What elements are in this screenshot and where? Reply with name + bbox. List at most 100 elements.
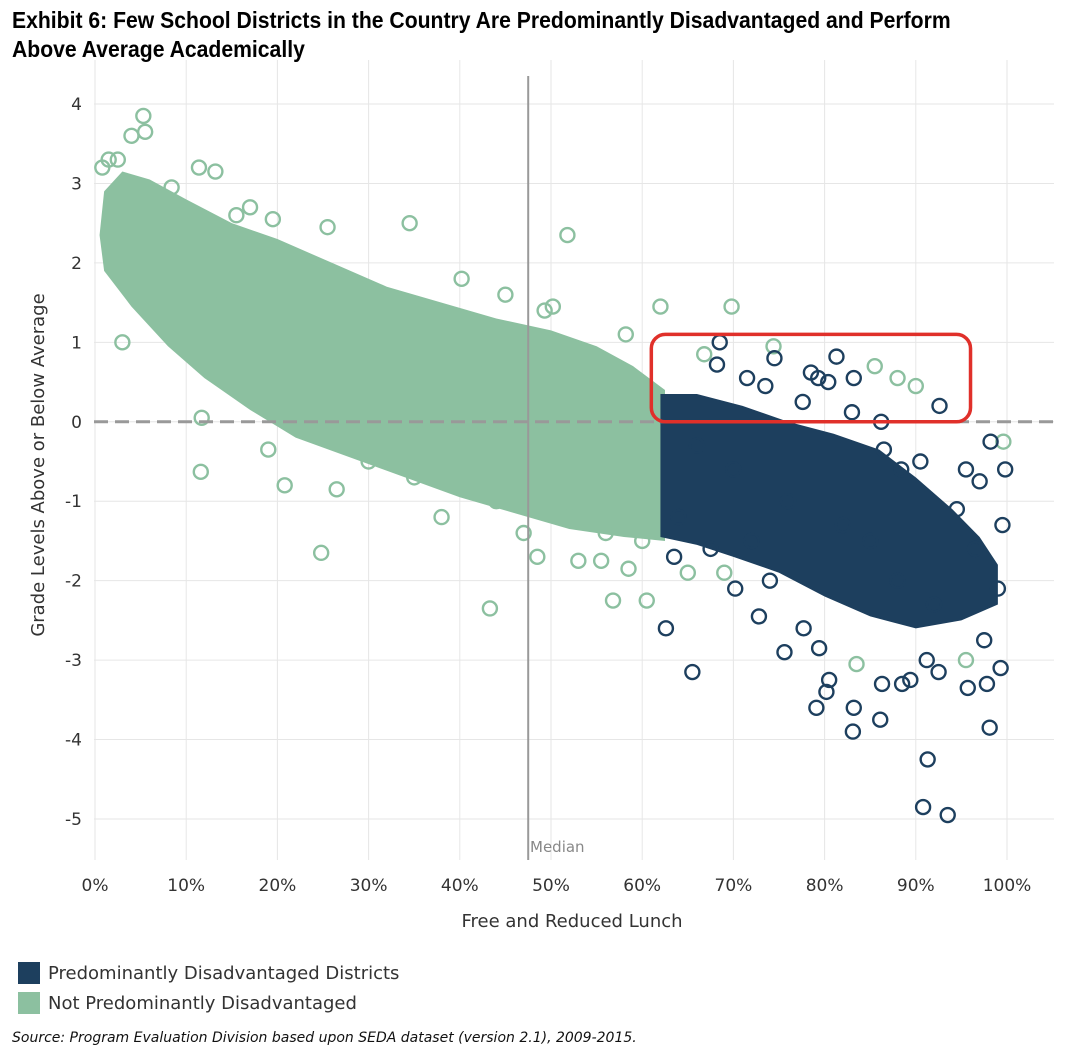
scatter-point-not-disadvantaged — [716, 564, 733, 581]
scatter-point-not-disadvantaged — [136, 123, 154, 141]
scatter-point-not-disadvantaged — [679, 564, 696, 581]
density-clouds — [99, 171, 998, 629]
scatter-point-disadvantaged — [893, 675, 911, 693]
scatter-point-disadvantaged — [828, 348, 845, 365]
scatter-point-not-disadvantaged — [638, 592, 655, 609]
scatter-point-not-disadvantaged — [570, 552, 587, 570]
disadvantaged-points — [657, 334, 1014, 824]
scatter-point-not-disadvantaged — [342, 310, 359, 327]
scatter-point-not-disadvantaged — [287, 270, 304, 287]
x-tick-label: 90% — [897, 876, 935, 896]
reference-lines — [94, 76, 1054, 860]
scatter-point-disadvantaged — [657, 620, 675, 637]
scatter-point-not-disadvantaged — [276, 477, 293, 494]
scatter-point-disadvantaged — [795, 620, 812, 637]
scatter-point-disadvantaged — [684, 663, 701, 681]
scatter-point-not-disadvantaged — [168, 238, 186, 256]
scatter-point-disadvantaged — [688, 437, 706, 454]
scatter-point-not-disadvantaged — [488, 493, 505, 510]
y-axis-label: Grade Levels Above or Below Average — [28, 293, 49, 636]
x-tick-label: 20% — [259, 876, 297, 896]
scatter-point-disadvantaged — [978, 675, 996, 693]
scatter-point-not-disadvantaged — [995, 433, 1012, 450]
scatter-point-not-disadvantaged — [264, 210, 282, 228]
legend-label-not-disadvantaged: Not Predominantly Disadvantaged — [48, 992, 357, 1014]
scatter-chart: 0% 10% 20% 30% 40% 50% 60% 70% 80% 90% 100% 4 3 2 1 0 -1… — [28, 60, 1054, 932]
scatter-point-not-disadvantaged — [406, 469, 423, 486]
scatter-point-disadvantaged — [844, 723, 862, 740]
scatter-point-disadvantaged — [976, 632, 993, 649]
scatter-point-not-disadvantaged — [592, 552, 610, 570]
scatter-point-disadvantaged — [918, 651, 935, 669]
scatter-point-not-disadvantaged — [193, 409, 210, 427]
y-tick-label: 3 — [71, 174, 82, 194]
scatter-point-not-disadvantaged — [228, 207, 245, 224]
scatter-point-not-disadvantaged — [433, 508, 450, 526]
scatter-point-disadvantaged — [820, 671, 838, 689]
scatter-point-disadvantaged — [992, 659, 1009, 677]
median-label: Median — [530, 838, 585, 856]
scatter-point-not-disadvantaged — [94, 159, 111, 176]
scatter-point-not-disadvantaged — [597, 524, 614, 542]
scatter-point-not-disadvantaged — [957, 651, 975, 669]
scatter-point-not-disadvantaged — [604, 592, 622, 609]
scatter-point-disadvantaged — [725, 461, 742, 478]
legend-swatch-disadvantaged — [18, 962, 40, 984]
scatter-point-disadvantaged — [912, 453, 929, 470]
legend-label-disadvantaged: Predominantly Disadvantaged Districts — [48, 962, 400, 984]
scatter-point-not-disadvantaged — [536, 302, 553, 319]
scatter-point-disadvantaged — [971, 473, 988, 490]
y-tick-label: 0 — [71, 413, 82, 433]
y-tick-label: -3 — [65, 651, 82, 671]
x-tick-label: 10% — [167, 876, 205, 896]
scatter-point-not-disadvantaged — [542, 389, 560, 407]
scatter-point-not-disadvantaged — [312, 544, 330, 562]
x-tick-label: 70% — [715, 876, 753, 896]
scatter-point-not-disadvantaged — [241, 199, 259, 216]
scatter-point-not-disadvantaged — [319, 218, 336, 236]
scatter-point-disadvantaged — [925, 596, 943, 613]
scatter-point-disadvantaged — [989, 580, 1007, 597]
scatter-point-not-disadvantaged — [620, 560, 637, 577]
y-tick-label: -1 — [65, 492, 82, 512]
scatter-point-disadvantaged — [875, 441, 893, 458]
scatter-point-disadvantaged — [808, 699, 825, 716]
scatter-point-not-disadvantaged — [634, 532, 651, 550]
scatter-point-not-disadvantaged — [260, 441, 277, 458]
scatter-point-not-disadvantaged — [192, 463, 209, 481]
x-axis-label: Free and Reduced Lunch — [461, 911, 682, 932]
scatter-point-disadvantaged — [727, 580, 744, 597]
y-tick-label: -2 — [65, 572, 82, 592]
scatter-point-disadvantaged — [743, 532, 760, 550]
scatter-point-not-disadvantaged — [163, 179, 180, 196]
scatter-point-disadvantaged — [919, 751, 936, 768]
scatter-point-not-disadvantaged — [109, 151, 127, 168]
scatter-point-not-disadvantaged — [907, 377, 924, 395]
legend-swatch-not-disadvantaged — [18, 992, 40, 1014]
scatter-point-not-disadvantaged — [207, 163, 224, 180]
scatter-point-disadvantaged — [766, 350, 783, 367]
scatter-point-disadvantaged — [845, 699, 862, 716]
scatter-point-not-disadvantaged — [415, 326, 432, 343]
scatter-point-disadvantaged — [959, 679, 976, 697]
x-tick-label: 0% — [82, 876, 109, 896]
scatter-point-not-disadvantaged — [723, 298, 740, 315]
scatter-point-not-disadvantaged — [561, 508, 578, 526]
scatter-point-not-disadvantaged — [378, 342, 396, 359]
scatter-point-disadvantaged — [776, 643, 793, 661]
scatter-point-not-disadvantaged — [123, 127, 140, 144]
x-tick-label: 30% — [350, 876, 388, 896]
x-tick-label: 60% — [623, 876, 661, 896]
y-tick-label: -5 — [65, 810, 82, 830]
scatter-point-disadvantaged — [670, 508, 687, 526]
scatter-point-not-disadvantaged — [866, 357, 883, 375]
scatter-point-disadvantaged — [931, 397, 948, 415]
scatter-point-disadvantaged — [845, 369, 862, 387]
scatter-point-disadvantaged — [996, 461, 1014, 478]
scatter-point-disadvantaged — [708, 356, 726, 373]
scatter-point-disadvantaged — [930, 663, 947, 681]
scatter-point-not-disadvantaged — [588, 405, 605, 423]
scatter-point-disadvantaged — [794, 393, 811, 411]
scatter-point-disadvantaged — [818, 683, 835, 701]
not-disadvantaged-points — [94, 107, 1012, 673]
